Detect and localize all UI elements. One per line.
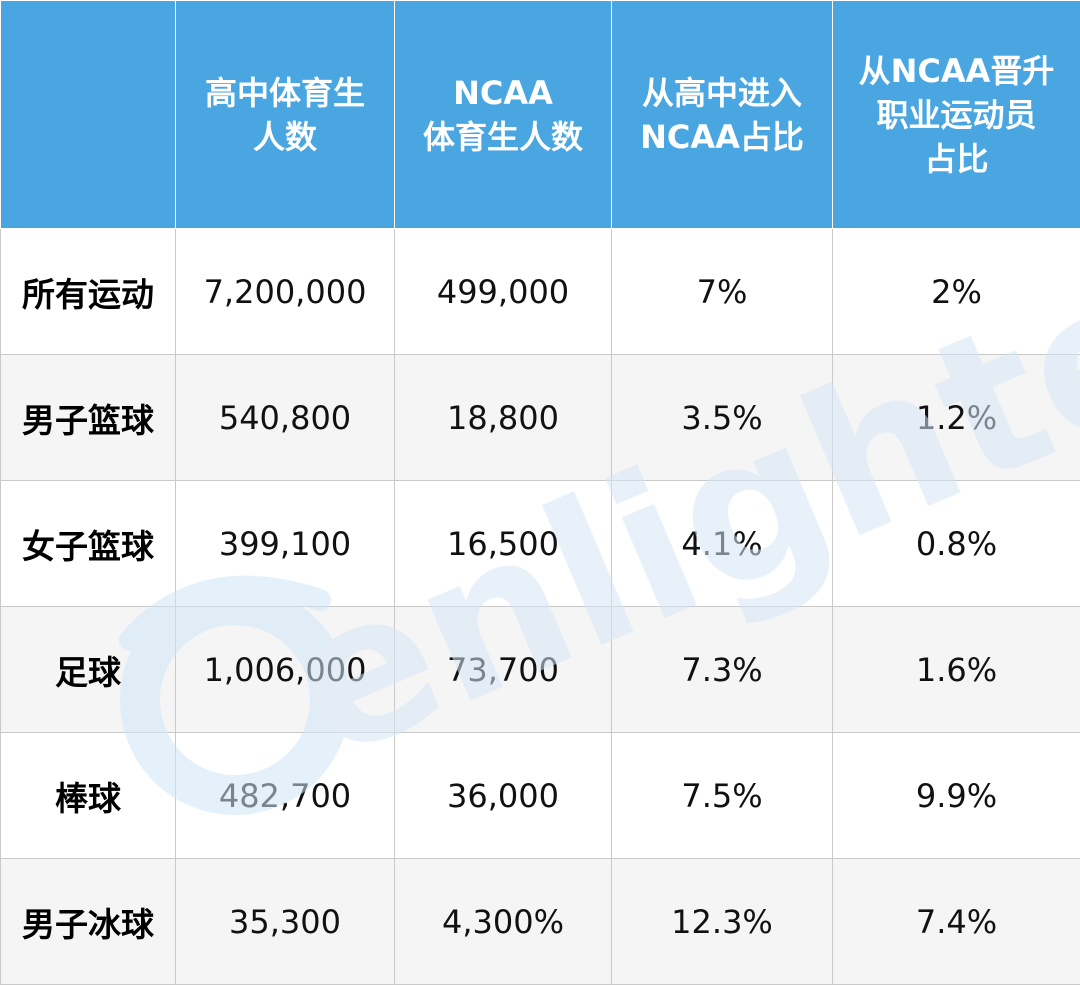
cell-ncaa-athletes: 499,000: [395, 229, 612, 355]
row-label: 足球: [1, 607, 176, 733]
cell-ncaa-athletes: 16,500: [395, 481, 612, 607]
cell-ncaa-athletes: 36,000: [395, 733, 612, 859]
row-label: 男子冰球: [1, 859, 176, 985]
cell-hs-athletes: 399,100: [176, 481, 395, 607]
header-ncaa-athletes: NCAA 体育生人数: [395, 1, 612, 229]
cell-hs-to-ncaa: 7.5%: [612, 733, 833, 859]
cell-ncaa-athletes: 4,300%: [395, 859, 612, 985]
table-row: 所有运动 7,200,000 499,000 7% 2%: [1, 229, 1080, 355]
cell-hs-athletes: 7,200,000: [176, 229, 395, 355]
header-line: 人数: [178, 115, 392, 159]
header-row: 高中体育生 人数 NCAA 体育生人数 从高中进入 NCAA占比 从NCAA晋升…: [1, 1, 1080, 229]
cell-ncaa-to-pro: 1.2%: [833, 355, 1080, 481]
header-line: 高中体育生: [178, 71, 392, 115]
cell-hs-athletes: 540,800: [176, 355, 395, 481]
cell-ncaa-to-pro: 2%: [833, 229, 1080, 355]
table-row: 男子冰球 35,300 4,300% 12.3% 7.4%: [1, 859, 1080, 985]
cell-ncaa-athletes: 18,800: [395, 355, 612, 481]
cell-ncaa-to-pro: 9.9%: [833, 733, 1080, 859]
header-line: 体育生人数: [397, 115, 609, 159]
cell-hs-athletes: 1,006,000: [176, 607, 395, 733]
cell-ncaa-to-pro: 7.4%: [833, 859, 1080, 985]
header-ncaa-to-pro: 从NCAA晋升 职业运动员 占比: [833, 1, 1080, 229]
header-line: 从NCAA晋升: [835, 49, 1078, 93]
header-line: 职业运动员: [835, 93, 1078, 137]
header-hs-athletes: 高中体育生 人数: [176, 1, 395, 229]
cell-ncaa-to-pro: 0.8%: [833, 481, 1080, 607]
row-label: 男子篮球: [1, 355, 176, 481]
table-row: 足球 1,006,000 73,700 7.3% 1.6%: [1, 607, 1080, 733]
header-line: 从高中进入: [614, 71, 830, 115]
row-label: 所有运动: [1, 229, 176, 355]
table-row: 女子篮球 399,100 16,500 4.1% 0.8%: [1, 481, 1080, 607]
cell-hs-to-ncaa: 4.1%: [612, 481, 833, 607]
header-line: 占比: [835, 137, 1078, 181]
header-line: NCAA占比: [614, 115, 830, 159]
header-corner: [1, 1, 176, 229]
cell-hs-athletes: 35,300: [176, 859, 395, 985]
cell-ncaa-athletes: 73,700: [395, 607, 612, 733]
cell-hs-to-ncaa: 7%: [612, 229, 833, 355]
cell-hs-to-ncaa: 3.5%: [612, 355, 833, 481]
header-hs-to-ncaa: 从高中进入 NCAA占比: [612, 1, 833, 229]
header-line: NCAA: [397, 71, 609, 115]
row-label: 棒球: [1, 733, 176, 859]
row-label: 女子篮球: [1, 481, 176, 607]
cell-hs-to-ncaa: 12.3%: [612, 859, 833, 985]
cell-hs-athletes: 482,700: [176, 733, 395, 859]
cell-hs-to-ncaa: 7.3%: [612, 607, 833, 733]
cell-ncaa-to-pro: 1.6%: [833, 607, 1080, 733]
table-row: 棒球 482,700 36,000 7.5% 9.9%: [1, 733, 1080, 859]
table-row: 男子篮球 540,800 18,800 3.5% 1.2%: [1, 355, 1080, 481]
